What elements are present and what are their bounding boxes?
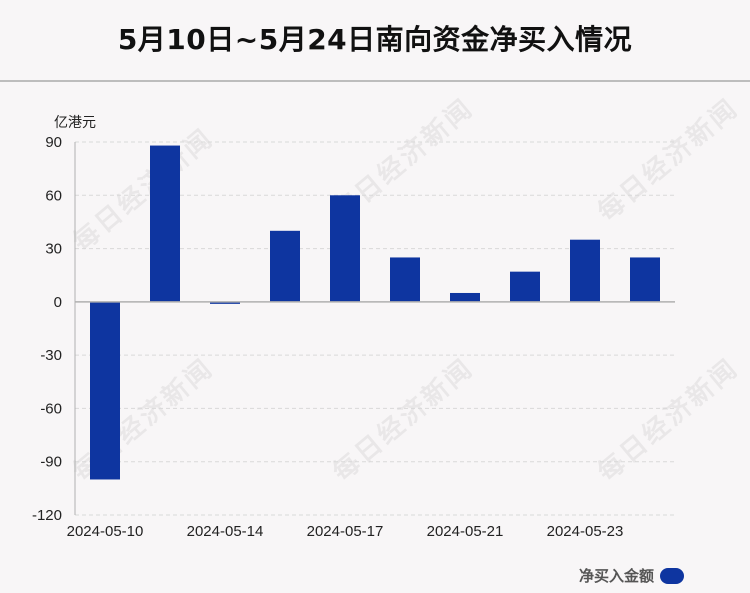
bar	[390, 257, 420, 302]
legend: 净买入金额	[579, 565, 684, 586]
bar	[90, 301, 120, 480]
bar	[450, 292, 480, 302]
y-tick-label: -120	[32, 507, 62, 524]
legend-label: 净买入金额	[578, 567, 654, 585]
x-tick-label: 2024-05-17	[307, 523, 384, 540]
x-tick-label: 2024-05-23	[547, 523, 624, 540]
x-tick-label: 2024-05-21	[427, 523, 504, 540]
y-tick-label: -90	[40, 454, 62, 471]
y-tick-label: 60	[45, 187, 62, 204]
bar	[630, 257, 660, 302]
x-tick-label: 2024-05-14	[187, 523, 264, 540]
bar	[270, 230, 300, 302]
bar	[510, 271, 540, 302]
y-tick-label: -30	[40, 347, 62, 364]
bar	[570, 239, 600, 302]
y-tick-label: -60	[40, 400, 62, 417]
x-tick-label: 2024-05-10	[67, 523, 144, 540]
bar	[150, 145, 180, 302]
chart-title: 5月10日~5月24日南向资金净买入情况	[117, 23, 633, 56]
y-tick-label: 0	[54, 294, 62, 311]
bar	[330, 195, 360, 302]
y-axis-unit: 亿港元	[54, 115, 96, 131]
bar	[210, 301, 240, 304]
y-tick-label: 90	[45, 134, 62, 151]
legend-swatch	[660, 567, 684, 584]
title-divider	[0, 80, 750, 82]
y-tick-label: 30	[45, 241, 62, 258]
